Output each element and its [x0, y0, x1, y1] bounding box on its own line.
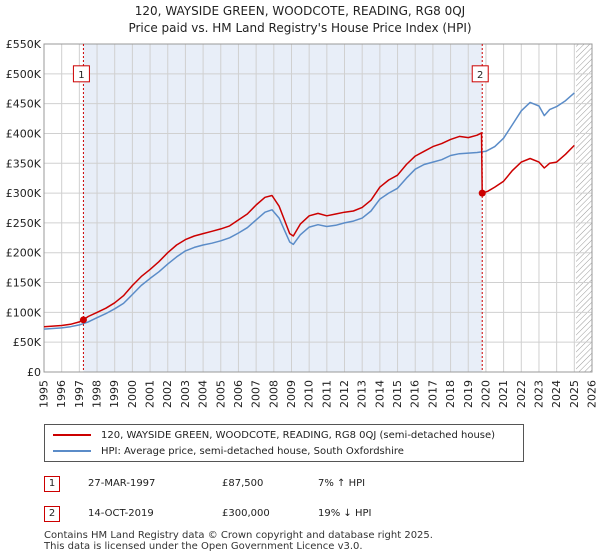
x-tick-label: 1996	[55, 380, 68, 408]
x-tick-label: 2017	[426, 380, 439, 408]
sale-hpi-diff: 19% ↓ HPI	[318, 508, 372, 519]
sale-marker-box	[72, 65, 90, 83]
x-tick-label: 2012	[338, 380, 351, 408]
x-tick-label: 1995	[38, 380, 51, 408]
x-tick-label: 2023	[532, 380, 545, 408]
sale-price: £87,500	[222, 478, 264, 489]
x-tick-label: 2006	[232, 380, 245, 408]
x-tick-label: 1999	[108, 380, 121, 408]
x-tick-label: 2000	[126, 380, 139, 408]
y-tick-label: £0	[27, 366, 41, 379]
x-tick-label: 2015	[391, 380, 404, 408]
x-tick-label: 2008	[267, 380, 280, 408]
x-tick-label: 2004	[197, 380, 210, 408]
footer-licence: This data is licensed under the Open Gov…	[44, 541, 363, 552]
x-tick-label: 2016	[409, 380, 422, 408]
y-tick-label: £200K	[6, 247, 42, 260]
x-tick-label: 2021	[497, 380, 510, 408]
y-tick-label: £300K	[6, 187, 42, 200]
sale-point	[79, 316, 87, 324]
x-tick-label: 2013	[356, 380, 369, 408]
y-tick-label: £550K	[6, 38, 42, 51]
sale-row: 1 27-MAR-1997 £87,500 7% ↑ HPI	[44, 474, 464, 494]
x-tick-label: 2020	[479, 380, 492, 408]
x-tick-label: 2022	[515, 380, 528, 408]
y-tick-label: £150K	[6, 277, 42, 290]
y-tick-label: £450K	[6, 98, 42, 111]
y-tick-label: £50K	[13, 336, 42, 349]
plot-border	[43, 43, 593, 373]
x-tick-label: 2024	[550, 380, 563, 408]
y-tick-label: £250K	[6, 217, 42, 230]
owned-period-shade	[83, 44, 483, 372]
forecast-hatch	[576, 44, 592, 372]
legend-label-hpi: HPI: Average price, semi-detached house,…	[101, 446, 404, 457]
chart-title: 120, WAYSIDE GREEN, WOODCOTE, READING, R…	[134, 4, 466, 18]
price-paid-series-line	[43, 132, 575, 328]
sale-date: 27-MAR-1997	[88, 478, 156, 489]
hpi-series-line	[43, 92, 575, 330]
sale-hpi-diff: 7% ↑ HPI	[318, 478, 366, 489]
chart-legend: 120, WAYSIDE GREEN, WOODCOTE, READING, R…	[44, 424, 524, 462]
x-tick-label: 2018	[444, 380, 457, 408]
sale-row: 2 14-OCT-2019 £300,000 19% ↓ HPI	[44, 504, 464, 524]
legend-entry-hpi: HPI: Average price, semi-detached house,…	[53, 444, 404, 460]
x-tick-label: 2025	[568, 380, 581, 408]
sale-marker-label: 2	[477, 70, 483, 81]
sale-price: £300,000	[222, 508, 270, 519]
chart-subtitle: Price paid vs. HM Land Registry's House …	[128, 21, 472, 35]
legend-swatch-blue	[53, 450, 91, 452]
x-tick-label: 2002	[161, 380, 174, 408]
sale-point	[478, 189, 486, 197]
y-tick-label: £500K	[6, 68, 42, 81]
x-tick-label: 1997	[73, 380, 86, 408]
x-tick-label: 2026	[586, 380, 599, 408]
sale-number-badge: 1	[44, 476, 60, 492]
x-tick-label: 1998	[91, 380, 104, 408]
sale-marker-label: 1	[78, 70, 84, 81]
footer-copyright: Contains HM Land Registry data © Crown c…	[44, 530, 433, 541]
y-tick-label: £100K	[6, 306, 42, 319]
x-tick-label: 2007	[250, 380, 263, 408]
legend-label-property: 120, WAYSIDE GREEN, WOODCOTE, READING, R…	[101, 430, 496, 441]
x-tick-label: 2001	[144, 380, 157, 408]
x-tick-label: 2014	[373, 380, 386, 408]
legend-entry-property: 120, WAYSIDE GREEN, WOODCOTE, READING, R…	[53, 428, 495, 444]
sale-date: 14-OCT-2019	[88, 508, 154, 519]
x-tick-label: 2005	[214, 380, 227, 408]
sale-marker-box	[471, 65, 489, 83]
sale-number-badge: 2	[44, 506, 60, 522]
x-tick-label: 2010	[303, 380, 316, 408]
x-tick-label: 2003	[179, 380, 192, 408]
price-chart: 1995 1996 1997 1998 1999 2000 2001 2002 2003 2004…	[6, 38, 599, 408]
y-tick-label: £350K	[6, 157, 42, 170]
legend-swatch-red	[53, 434, 91, 436]
x-tick-label: 2019	[462, 380, 475, 408]
x-tick-label: 2011	[320, 380, 333, 408]
y-tick-label: £400K	[6, 127, 42, 140]
x-tick-label: 2009	[285, 380, 298, 408]
